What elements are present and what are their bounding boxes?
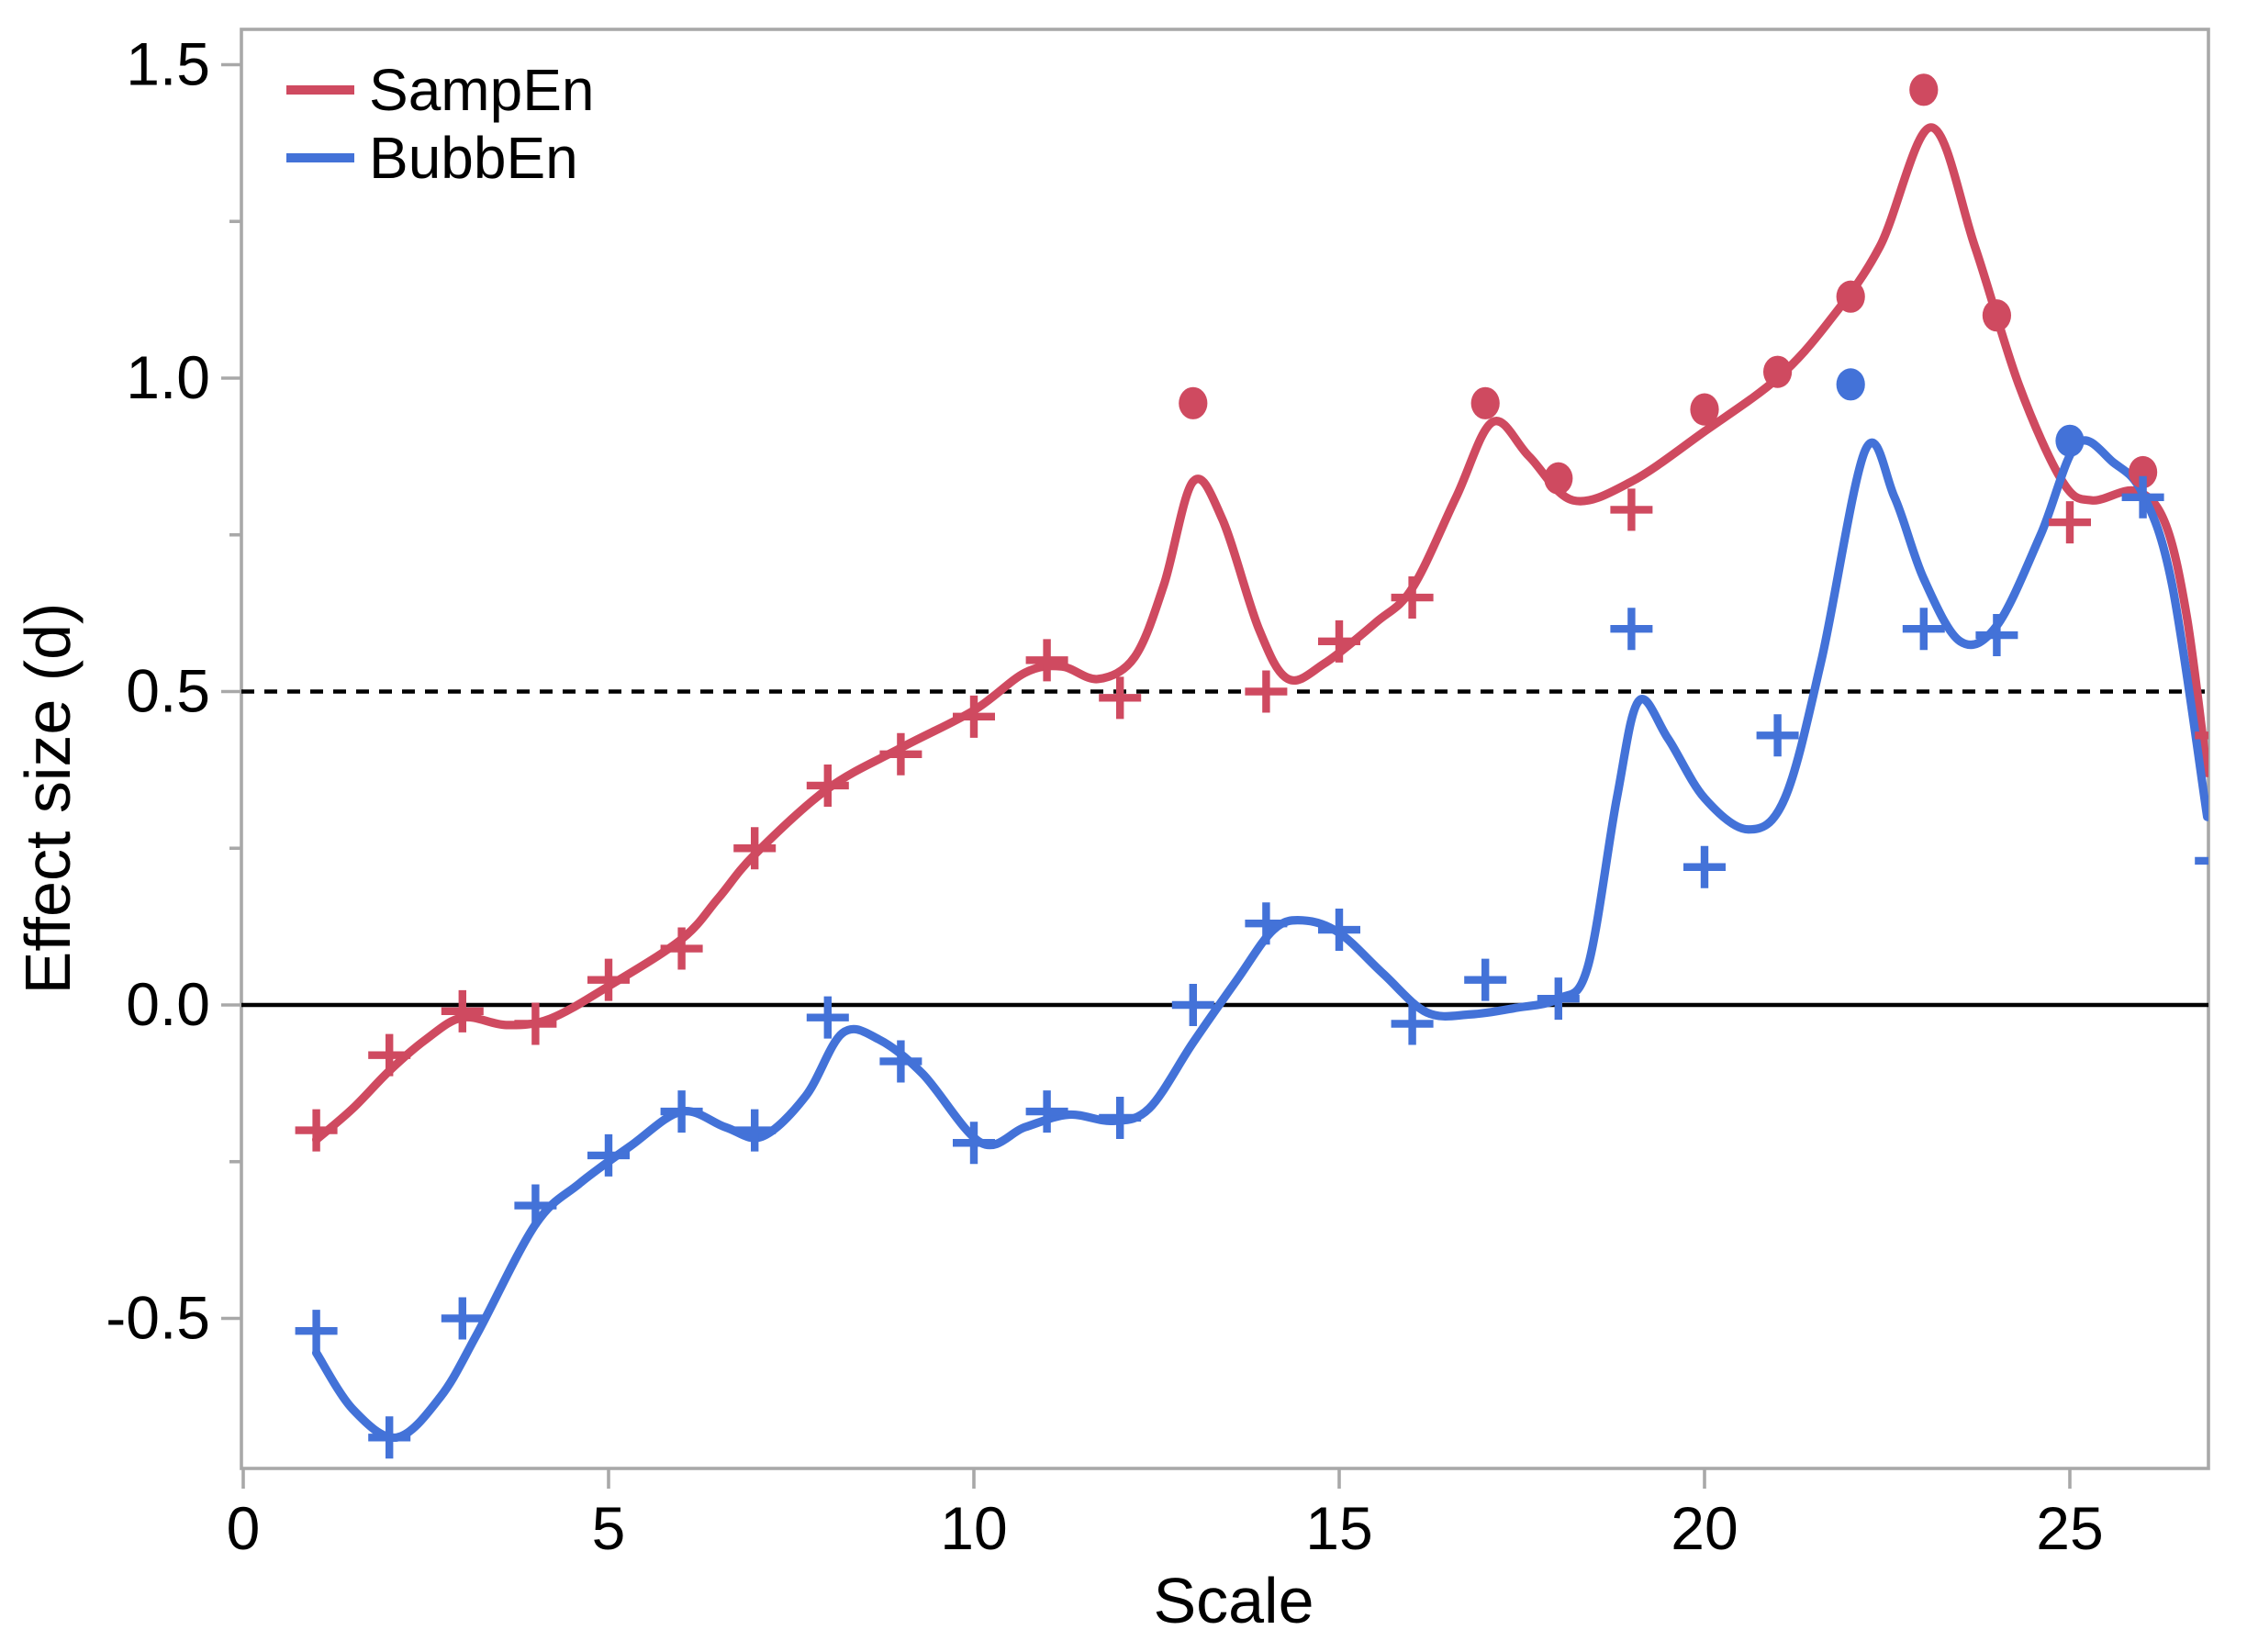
y-tick-label: 0.5 xyxy=(126,657,210,725)
bubben-significant-point xyxy=(1836,368,1865,401)
bubben-point xyxy=(2121,475,2164,519)
sampen-point xyxy=(1025,639,1068,682)
sampen-point xyxy=(1245,670,1288,713)
bubben-point xyxy=(1099,1096,1142,1139)
reference-lines xyxy=(241,689,2208,1008)
bubben-point xyxy=(587,1133,630,1177)
x-tick-label: 0 xyxy=(227,1494,261,1562)
sampen-point xyxy=(368,1033,411,1077)
bubben-point xyxy=(879,1040,922,1083)
x-tick-label: 25 xyxy=(2036,1494,2103,1562)
x-tick-label: 15 xyxy=(1305,1494,1372,1562)
bubben-point xyxy=(1025,1090,1068,1133)
sampen-point xyxy=(879,732,922,776)
y-tick-label: 0.0 xyxy=(126,970,210,1038)
x-axis-title: Scale xyxy=(1153,1565,1314,1636)
bubben-point xyxy=(1756,714,1799,757)
bubben-point xyxy=(806,996,849,1039)
sampen-significant-point xyxy=(1544,462,1573,495)
sampen-significant-point xyxy=(1982,299,2011,332)
sampen-point xyxy=(1318,620,1360,663)
data-point-markers xyxy=(295,73,2208,1459)
y-tick-label: -0.5 xyxy=(106,1284,210,1352)
sampen-point xyxy=(1610,488,1653,531)
sampen-significant-point xyxy=(1690,393,1719,426)
sampen-significant-point xyxy=(1179,386,1208,419)
bubben-significant-point xyxy=(2055,424,2085,457)
sampen-significant-point xyxy=(2129,455,2158,489)
y-axis-title: Effect size (d) xyxy=(12,603,84,995)
sampen-significant-point xyxy=(1909,73,1939,106)
bubben-point xyxy=(1683,845,1726,888)
plot-panel-border xyxy=(240,28,2210,1470)
bubben-point xyxy=(1318,909,1360,952)
bubben-point xyxy=(1537,977,1580,1021)
x-tick-label: 10 xyxy=(940,1494,1007,1562)
sampen-point xyxy=(514,1002,557,1045)
bubben-markers xyxy=(295,368,2208,1459)
legend-label-bubben: BubbEn xyxy=(369,125,578,191)
bubben-point xyxy=(295,1310,338,1353)
sampen-point xyxy=(733,827,777,870)
bubben-point xyxy=(441,1297,484,1340)
bubben-point xyxy=(1171,984,1214,1026)
bubben-point xyxy=(2195,856,2208,865)
sampen-point xyxy=(2195,731,2208,740)
bubben-point xyxy=(953,1122,995,1165)
legend-label-sampen: SampEn xyxy=(369,57,594,123)
bubben-point xyxy=(368,1416,411,1459)
axis-ticks xyxy=(221,62,2072,1489)
bubben-point xyxy=(733,1109,777,1152)
sampen-significant-point xyxy=(1763,355,1793,388)
sampen-point xyxy=(441,989,484,1032)
bubben-point xyxy=(660,1090,703,1133)
bubben-curve xyxy=(312,436,2208,1442)
x-tick-label: 5 xyxy=(592,1494,626,1562)
bubben-point xyxy=(1975,614,2018,657)
sampen-point xyxy=(953,695,995,738)
bubben-point xyxy=(1902,608,1945,651)
sampen-point xyxy=(806,764,849,807)
sampen-point xyxy=(2049,501,2091,544)
sampen-point xyxy=(1099,676,1142,720)
bubben-point xyxy=(1391,1002,1434,1045)
bubben-point xyxy=(1610,608,1653,651)
bubben-point xyxy=(514,1184,557,1227)
smoothed-curves xyxy=(312,123,2208,1442)
sampen-significant-point xyxy=(1470,386,1500,419)
sampen-significant-point xyxy=(1836,280,1865,313)
sampen-point xyxy=(587,958,630,1001)
sampen-point xyxy=(295,1109,338,1152)
x-tick-label: 20 xyxy=(1671,1494,1738,1562)
sampen-markers xyxy=(295,73,2208,1152)
legend: SampEn BubbEn xyxy=(286,57,594,191)
sampen-point xyxy=(660,927,703,970)
axis-tick-labels: -0.5 0.0 0.5 1.0 1.5 0 5 10 15 20 25 xyxy=(106,30,2103,1563)
bubben-point xyxy=(1464,958,1507,1001)
y-tick-label: 1.5 xyxy=(126,30,210,98)
sampen-point xyxy=(1391,576,1434,620)
y-tick-label: 1.0 xyxy=(126,343,210,411)
bubben-point xyxy=(1245,902,1288,945)
